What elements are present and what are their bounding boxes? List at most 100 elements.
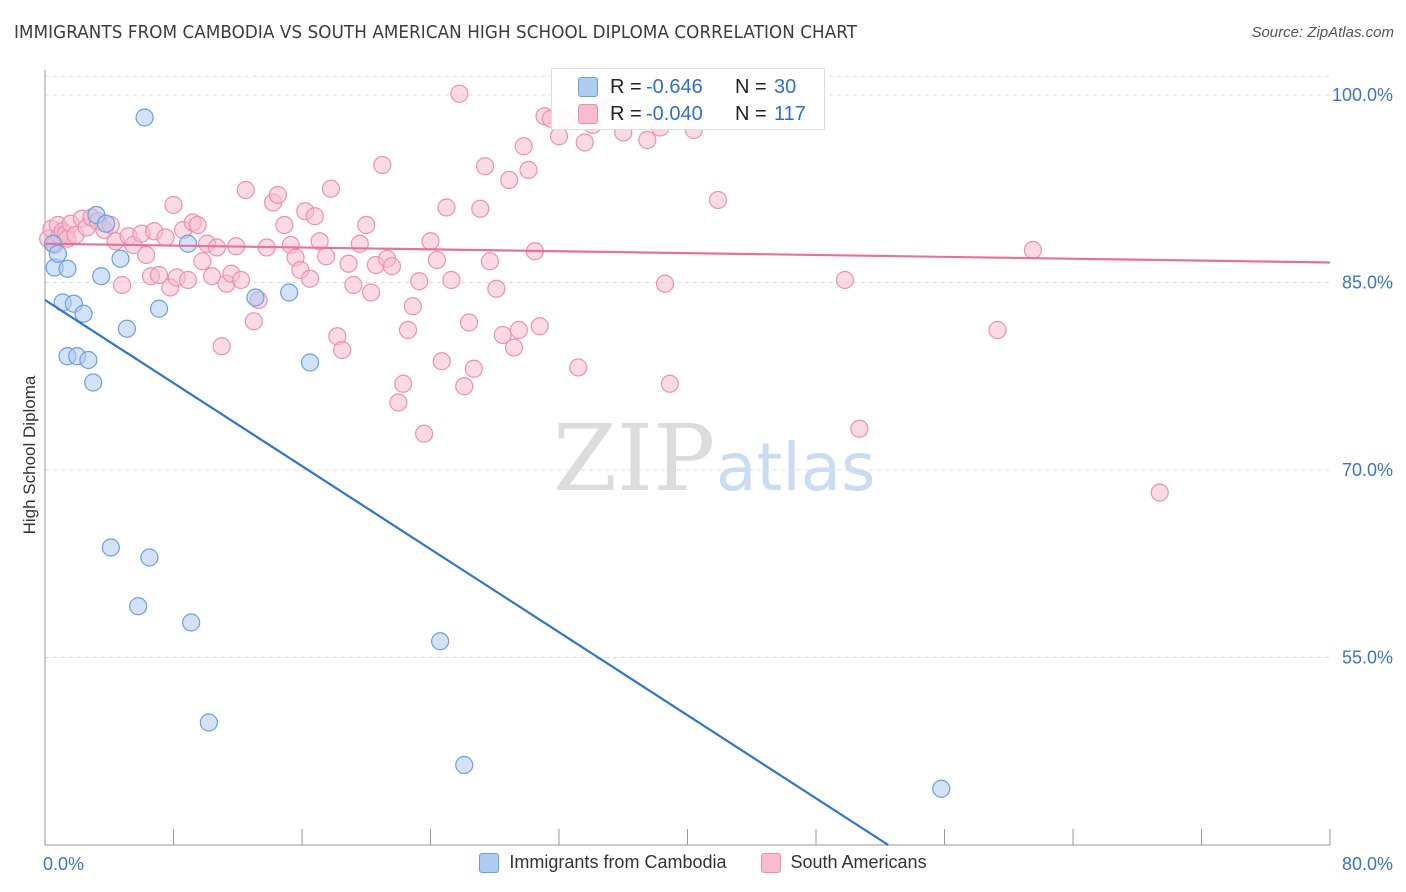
south-americans-point [835,270,855,290]
south-americans-point [569,358,588,377]
south-americans-point [655,274,675,293]
r-value: -0.040 [646,102,703,125]
cambodia-point [79,350,98,370]
south-americans-point [207,238,226,257]
cambodia-trend-line [44,299,889,846]
south-americans-point [1023,240,1042,260]
south-americans-point [514,137,533,156]
south-americans-point [244,312,263,331]
y-tick-label: 55.0% [1342,648,1393,668]
south-americans-point [708,190,728,210]
n-value: 117 [774,102,806,125]
r-label: R = [610,102,642,125]
south-americans-point [137,245,156,265]
south-americans-point [414,424,434,443]
y-axis-label: High School Diploma [20,375,39,534]
watermark-zip: ZIP [553,405,715,512]
legend-swatch-cambodia [479,852,500,873]
watermark: ZIP atlas [553,405,876,512]
south-americans-point [382,257,402,276]
y-tick-label: 70.0% [1342,460,1393,480]
cambodia-point [431,632,450,651]
cambodia-point [455,755,474,775]
r-label: R = [610,75,642,98]
cambodia-point [48,244,67,263]
cambodia-point [178,234,198,253]
south-americans-point [459,313,479,332]
south-americans-point [1150,483,1169,502]
cambodia-point [182,613,201,632]
cambodia-point [932,779,951,798]
cambodia-point [280,283,299,302]
source-note: Source: ZipAtlas.com [1251,24,1394,41]
cambodia-point [84,373,103,392]
south-americans-point [193,252,212,271]
n-label: N = [735,75,767,98]
gridlines [45,75,1330,658]
cambodia-point [58,259,77,278]
south-americans-point [519,160,538,180]
south-americans-point [988,320,1007,340]
south-americans-point [202,267,222,286]
south-americans-point [476,157,495,176]
south-americans-point [300,269,320,288]
n-value: 30 [774,75,797,98]
south-americans-point [437,198,456,217]
stats-legend-box: R = -0.646 N = 30 R = -0.040 N = 117 [551,68,825,130]
x-tick-label: 80.0% [1342,854,1393,874]
south-americans-point [638,130,657,150]
cambodia-point [140,548,159,567]
south-americans-points [39,84,1169,502]
y-tick-label: 85.0% [1342,273,1393,293]
chart-title: IMMIGRANTS FROM CAMBODIA VS SOUTH AMERIC… [14,22,858,43]
south-americans-point [389,393,408,412]
cambodia-point [92,267,111,286]
south-americans-point [231,270,251,290]
south-americans-point [442,270,461,290]
south-americans-point [432,352,451,371]
south-americans-point [427,250,447,270]
south-americans-point [357,215,376,235]
south-americans-point [112,275,132,295]
south-americans-point [373,155,392,175]
watermark-atlas: atlas [716,429,876,506]
cambodia-point [300,353,320,372]
cambodia-point [117,319,137,338]
south-americans-point [275,215,294,235]
cambodia-point [129,597,148,616]
south-americans-point [316,247,336,266]
south-americans-point [310,232,329,251]
legend-item-cambodia[interactable]: Immigrants from Cambodia [479,852,727,873]
south-americans-point [450,84,469,103]
south-americans-point [504,338,524,357]
south-americans-point [500,170,519,190]
cambodia-point [246,288,265,307]
south-americans-point [394,374,413,393]
south-americans-point [398,320,418,340]
cambodia-point [96,214,116,233]
south-americans-point [344,275,363,295]
south-americans-point [421,232,440,251]
south-americans-point [333,340,352,360]
legend-item-south-americans[interactable]: South Americans [760,852,927,873]
cambodia-point [74,304,93,323]
south-americans-point [549,127,569,146]
south-americans-point [403,297,422,316]
south-americans-point [410,272,429,291]
south-americans-point [471,199,490,218]
south-americans-point [361,283,381,302]
y-tick-label: 100.0% [1332,85,1393,105]
cambodia-point [111,249,130,268]
trend-lines [44,242,1331,846]
legend-label-south-americans: South Americans [790,852,927,872]
south-americans-point [530,317,549,336]
cambodia-point [199,713,218,732]
south-americans-point [660,374,679,393]
cambodia-point [101,538,120,557]
cambodia-point [149,299,169,318]
x-tick-label: 0.0% [43,854,84,874]
south-americans-point [455,377,474,396]
south-americans-point [575,133,594,152]
south-americans-point [339,254,358,273]
